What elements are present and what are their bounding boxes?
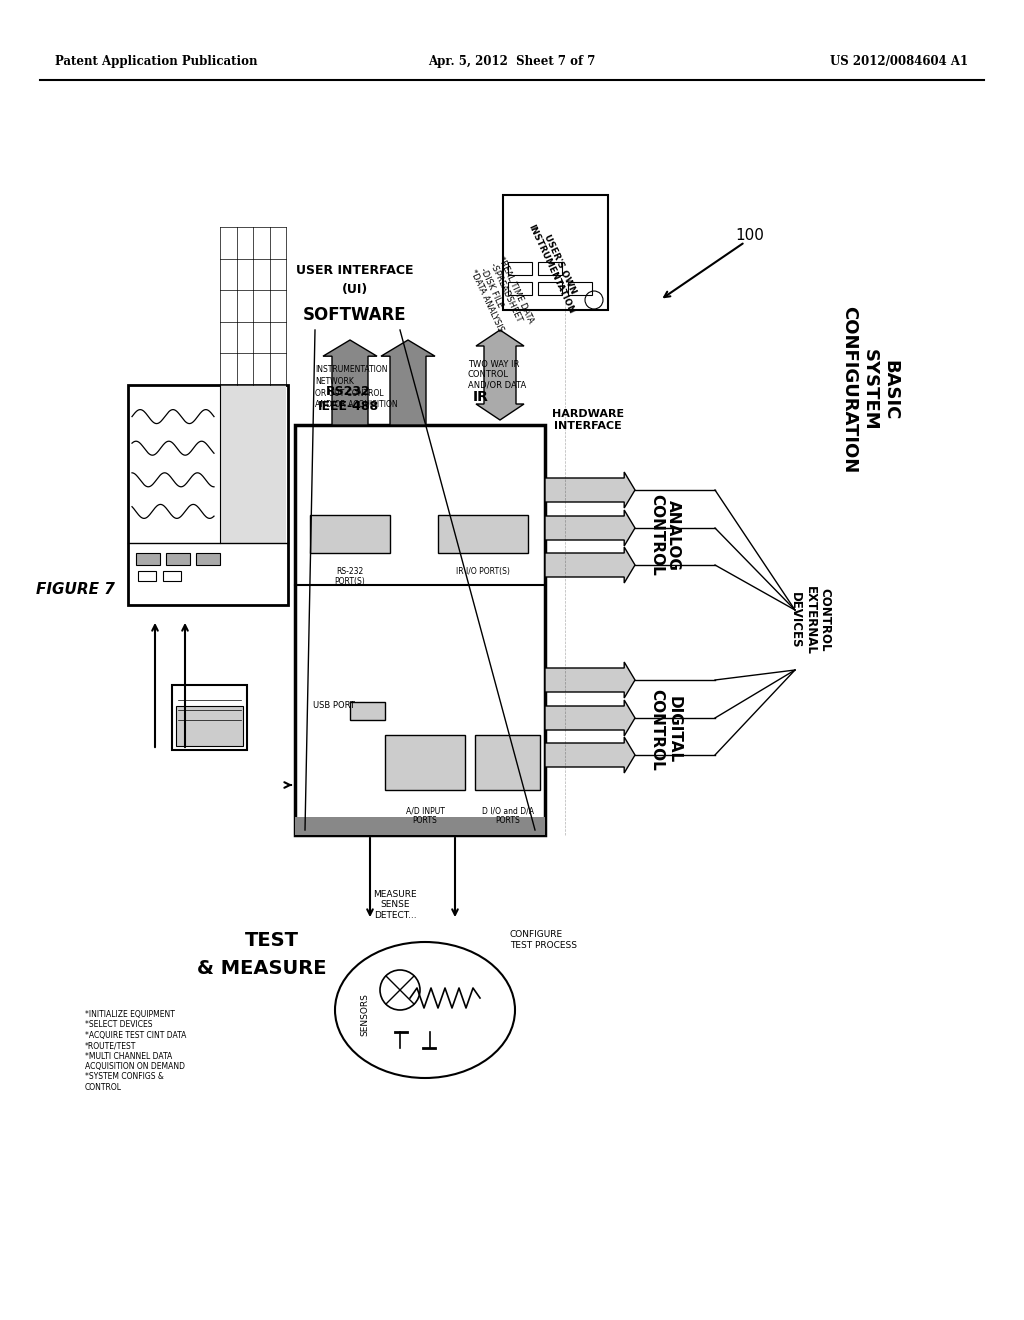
Text: ANALOG
CONTROL: ANALOG CONTROL — [649, 494, 681, 576]
Text: MEASURE
SENSE
DETECT...: MEASURE SENSE DETECT... — [373, 890, 417, 920]
Bar — [385, 735, 465, 789]
Text: SOFTWARE: SOFTWARE — [303, 306, 407, 323]
Bar — [310, 515, 390, 553]
Bar — [508, 261, 532, 275]
Text: Patent Application Publication: Patent Application Publication — [55, 55, 257, 69]
Text: RS-232
PORT(S): RS-232 PORT(S) — [335, 568, 366, 586]
Bar — [295, 425, 545, 836]
Bar — [166, 553, 190, 565]
Text: USER'S OWN
INSTRUMENTATION: USER'S OWN INSTRUMENTATION — [526, 218, 585, 315]
Bar — [196, 553, 220, 565]
Ellipse shape — [335, 942, 515, 1078]
Text: CONTROL
EXTERNAL
DEVICES: CONTROL EXTERNAL DEVICES — [788, 586, 831, 655]
Polygon shape — [545, 700, 635, 737]
Bar — [163, 572, 181, 581]
Text: FIGURE 7: FIGURE 7 — [36, 582, 115, 598]
Bar — [508, 282, 532, 294]
Bar — [220, 385, 286, 543]
Bar — [136, 553, 160, 565]
Bar — [130, 387, 218, 541]
Bar — [475, 735, 540, 789]
Bar — [138, 572, 156, 581]
Bar — [568, 282, 592, 294]
Polygon shape — [545, 737, 635, 774]
Text: INSTRUMENTATION
NETWORK
OR UUT CONTROL
AND/OR ACQUISITION: INSTRUMENTATION NETWORK OR UUT CONTROL A… — [315, 366, 397, 409]
Polygon shape — [545, 546, 635, 583]
Text: SENSORS: SENSORS — [360, 994, 370, 1036]
Text: USER INTERFACE: USER INTERFACE — [296, 264, 414, 276]
Bar — [172, 685, 247, 750]
Polygon shape — [476, 330, 524, 420]
Bar — [128, 385, 288, 605]
Polygon shape — [545, 663, 635, 698]
Polygon shape — [381, 341, 435, 425]
Text: D I/O and D/A
PORTS: D I/O and D/A PORTS — [481, 807, 534, 825]
Text: RS232
IEEE-488: RS232 IEEE-488 — [317, 385, 379, 413]
Bar — [438, 515, 528, 553]
Polygon shape — [545, 473, 635, 508]
Text: CONFIGURE
TEST PROCESS: CONFIGURE TEST PROCESS — [510, 931, 577, 949]
Polygon shape — [545, 510, 635, 546]
Bar — [295, 817, 545, 836]
Text: DIGITAL
CONTROL: DIGITAL CONTROL — [649, 689, 681, 771]
Text: A/D INPUT
PORTS: A/D INPUT PORTS — [406, 807, 444, 825]
Text: (UI): (UI) — [342, 284, 368, 297]
Text: US 2012/0084604 A1: US 2012/0084604 A1 — [829, 55, 968, 69]
Text: *INITIALIZE EQUIPMENT
*SELECT DEVICES
*ACQUIRE TEST CINT DATA
*ROUTE/TEST
*MULTI: *INITIALIZE EQUIPMENT *SELECT DEVICES *A… — [85, 1010, 186, 1092]
Text: *REAL TIME DATA
 -SPREADSHEET
 -DISK FILE
*DATA ANALYSIS: *REAL TIME DATA -SPREADSHEET -DISK FILE … — [468, 255, 536, 338]
Text: IR I/O PORT(S): IR I/O PORT(S) — [456, 568, 510, 576]
Text: USB PORT: USB PORT — [313, 701, 355, 710]
Text: TWO WAY IR
CONTROL
AND/OR DATA: TWO WAY IR CONTROL AND/OR DATA — [468, 360, 526, 389]
Bar — [350, 702, 385, 719]
Polygon shape — [323, 341, 377, 425]
Text: 100: 100 — [735, 227, 765, 243]
Bar — [503, 195, 608, 310]
Text: BASIC
SYSTEM
CONFIGURATION: BASIC SYSTEM CONFIGURATION — [841, 306, 900, 474]
Bar — [538, 261, 562, 275]
Bar — [176, 706, 243, 746]
Text: IR: IR — [473, 389, 488, 404]
Text: Apr. 5, 2012  Sheet 7 of 7: Apr. 5, 2012 Sheet 7 of 7 — [428, 55, 596, 69]
Text: & MEASURE: & MEASURE — [198, 958, 327, 978]
Bar — [538, 282, 562, 294]
Text: TEST: TEST — [245, 931, 299, 949]
Text: HARDWARE
INTERFACE: HARDWARE INTERFACE — [552, 409, 624, 430]
